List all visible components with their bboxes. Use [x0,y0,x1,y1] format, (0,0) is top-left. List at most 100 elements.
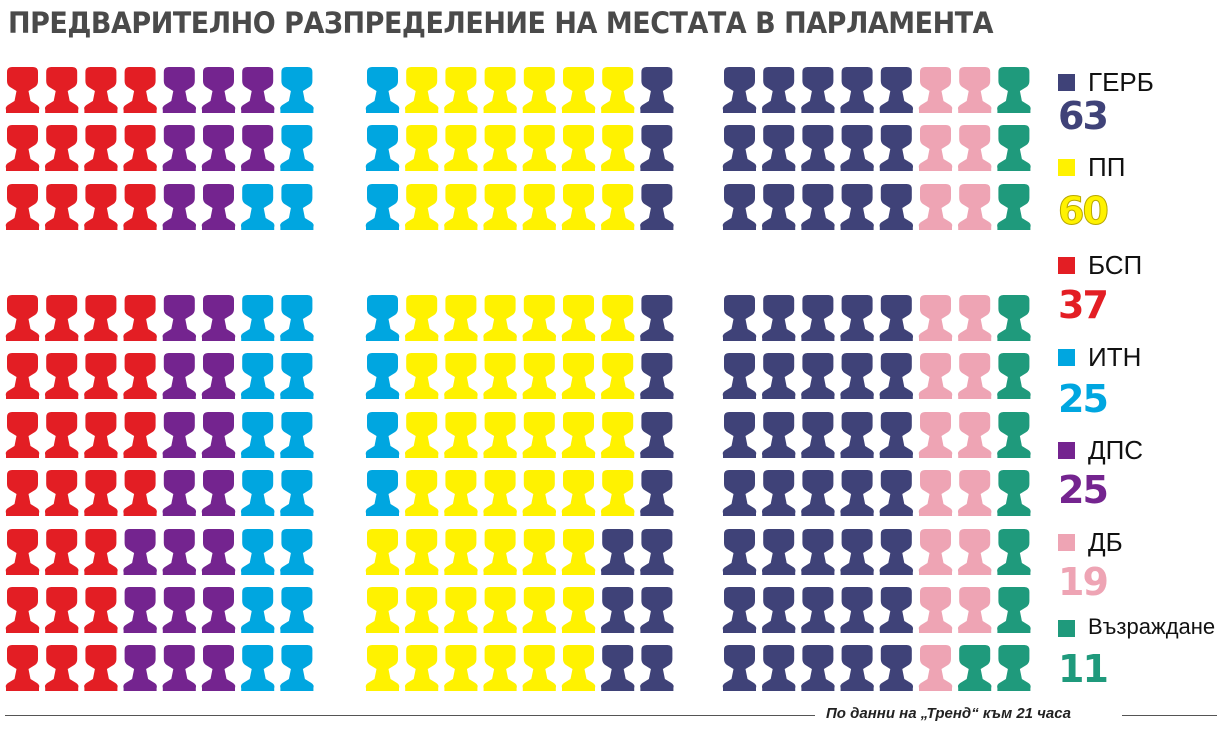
seat-mark [483,587,517,633]
seat-mark [123,184,157,230]
seat-mark [123,587,157,633]
seat-mark [918,470,953,516]
seat-mark [957,353,992,399]
seat-mark [5,295,40,341]
seat-mark [365,645,400,691]
seat-mark [640,295,674,341]
seat-mark [280,412,314,458]
seat-mark [201,470,236,516]
seat-mark [997,529,1031,575]
seat-mark [561,412,596,458]
legend-label: ДПС [1088,435,1144,465]
seat-mark [280,470,314,516]
seat-mark [44,470,79,516]
seat-mark [201,67,236,113]
legend-value: 19 [1058,560,1109,604]
seat-mark [404,645,439,691]
seat-mark [280,184,314,230]
seat-mark [522,125,557,171]
seat-mark [879,295,914,341]
seat-mark [201,295,236,341]
legend-value: 37 [1058,283,1109,327]
seat-mark [280,587,314,633]
seat-mark [600,184,635,230]
seat-mark [240,529,275,575]
seat-mark [997,125,1031,171]
seat-mark [722,529,757,575]
seat-mark [240,645,275,691]
seat-mark [404,125,439,171]
seat-mark [561,645,596,691]
seat-mark [761,470,796,516]
seat-mark [840,67,874,113]
seat-mark [240,295,275,341]
seat-mark [561,353,596,399]
seat-mark [957,67,992,113]
legend-swatch [1058,620,1075,637]
seat-mark [240,412,275,458]
seat-mark [997,295,1031,341]
seat-mark [444,295,478,341]
legend-value: 11 [1058,647,1109,691]
seat-mark [918,295,953,341]
seat-mark [404,529,439,575]
seat-mark [240,184,275,230]
seat-mark [5,587,40,633]
seat-mark [522,295,557,341]
seat-mark [240,67,275,113]
seat-mark [5,470,40,516]
seat-mark [600,125,635,171]
seat-mark [84,125,118,171]
seat-mark [918,645,953,691]
seat-mark [162,412,197,458]
seat-mark [280,295,314,341]
seat-mark [162,470,197,516]
seat-mark [840,645,874,691]
legend-label: ПП [1088,152,1126,182]
seat-mark [879,184,914,230]
seat-mark [123,645,157,691]
seat-mark [801,412,835,458]
seat-mark [957,295,992,341]
seat-mark [640,412,674,458]
seat-mark [201,125,236,171]
seat-mark [444,470,478,516]
seat-mark [5,125,40,171]
seat-mark [201,184,236,230]
seat-mark [997,587,1031,633]
seat-mark [879,353,914,399]
seat-mark [561,470,596,516]
seat-mark [957,125,992,171]
seat-mark [640,125,674,171]
seat-mark [5,412,40,458]
legend-swatch [1058,534,1075,551]
seat-mark [918,353,953,399]
legend-value: 25 [1058,468,1109,512]
seat-mark [162,587,197,633]
seat-mark [483,67,517,113]
seat-mark [123,529,157,575]
legend-label: Възраждане [1088,614,1216,639]
seat-mark [162,67,197,113]
seat-mark [561,529,596,575]
seat-mark [240,470,275,516]
seat-mark [722,125,757,171]
seat-mark [840,184,874,230]
seat-mark [600,645,635,691]
seat-mark [879,645,914,691]
legend-value: 63 [1058,94,1109,138]
legend-swatch [1058,74,1075,91]
legend-swatch [1058,257,1075,274]
seat-mark [561,587,596,633]
seat-mark [365,587,400,633]
seat-mark [201,587,236,633]
seat-mark [840,529,874,575]
seat-mark [44,67,79,113]
chart-title: ПРЕДВАРИТЕЛНО РАЗПРЕДЕЛЕНИЕ НА МЕСТАТА В… [8,6,994,40]
seat-mark [444,645,478,691]
seat-mark [801,529,835,575]
seat-mark [801,645,835,691]
seat-mark [365,470,400,516]
seat-mark [44,295,79,341]
